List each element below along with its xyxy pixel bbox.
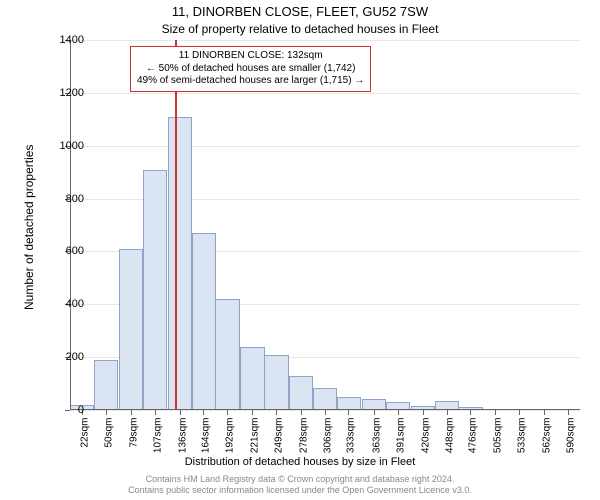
- histogram-chart: 11, DINORBEN CLOSE, FLEET, GU52 7SW Size…: [0, 0, 600, 500]
- highlight-line: [175, 40, 177, 410]
- chart-footer: Contains HM Land Registry data © Crown c…: [0, 474, 600, 496]
- x-tick-label: 533sqm: [517, 418, 528, 478]
- x-tick-mark: [348, 410, 349, 415]
- histogram-bar: [119, 249, 143, 410]
- annotation-box: 11 DINORBEN CLOSE: 132sqm← 50% of detach…: [130, 46, 371, 92]
- x-tick-label: 590sqm: [566, 418, 577, 478]
- x-tick-label: 79sqm: [128, 418, 139, 478]
- histogram-bar: [289, 376, 313, 410]
- x-tick-label: 476sqm: [468, 418, 479, 478]
- x-tick-label: 448sqm: [444, 418, 455, 478]
- x-tick-label: 562sqm: [542, 418, 553, 478]
- x-tick-mark: [568, 410, 569, 415]
- x-tick-mark: [155, 410, 156, 415]
- x-axis-line: [70, 409, 580, 410]
- histogram-bar: [143, 170, 167, 411]
- x-tick-label: 249sqm: [274, 418, 285, 478]
- chart-title: 11, DINORBEN CLOSE, FLEET, GU52 7SW: [0, 4, 600, 19]
- histogram-bar: [168, 117, 192, 410]
- x-tick-mark: [519, 410, 520, 415]
- x-tick-label: 420sqm: [420, 418, 431, 478]
- gridline: [70, 40, 580, 41]
- annotation-line: ← 50% of detached houses are smaller (1,…: [137, 63, 364, 76]
- x-tick-mark: [131, 410, 132, 415]
- y-axis-label: Number of detached properties: [22, 145, 36, 310]
- x-tick-label: 164sqm: [201, 418, 212, 478]
- y-tick-label: 1200: [34, 87, 84, 99]
- footer-line-1: Contains HM Land Registry data © Crown c…: [0, 474, 600, 485]
- x-tick-label: 391sqm: [395, 418, 406, 478]
- x-tick-label: 333sqm: [346, 418, 357, 478]
- x-tick-mark: [180, 410, 181, 415]
- x-tick-label: 363sqm: [371, 418, 382, 478]
- x-tick-mark: [227, 410, 228, 415]
- x-tick-label: 192sqm: [225, 418, 236, 478]
- histogram-bar: [240, 347, 264, 410]
- footer-line-2: Contains public sector information licen…: [0, 485, 600, 496]
- x-tick-mark: [423, 410, 424, 415]
- y-tick-label: 800: [34, 193, 84, 205]
- x-tick-mark: [252, 410, 253, 415]
- x-tick-mark: [447, 410, 448, 415]
- x-tick-label: 22sqm: [79, 418, 90, 478]
- y-tick-label: 0: [34, 404, 84, 416]
- y-tick-label: 1400: [34, 34, 84, 46]
- histogram-bar: [94, 360, 118, 410]
- x-tick-mark: [106, 410, 107, 415]
- x-tick-mark: [203, 410, 204, 415]
- x-tick-label: 221sqm: [250, 418, 261, 478]
- x-tick-mark: [398, 410, 399, 415]
- x-tick-mark: [325, 410, 326, 415]
- x-tick-mark: [495, 410, 496, 415]
- gridline: [70, 93, 580, 94]
- x-tick-mark: [470, 410, 471, 415]
- y-tick-label: 600: [34, 245, 84, 257]
- annotation-line: 11 DINORBEN CLOSE: 132sqm: [137, 50, 364, 63]
- x-tick-label: 107sqm: [152, 418, 163, 478]
- histogram-bar: [313, 388, 337, 410]
- histogram-bar: [192, 233, 216, 410]
- histogram-bar: [264, 355, 288, 411]
- gridline: [70, 146, 580, 147]
- annotation-line: 49% of semi-detached houses are larger (…: [137, 75, 364, 88]
- plot-area: [70, 40, 580, 410]
- y-tick-label: 400: [34, 298, 84, 310]
- x-tick-mark: [301, 410, 302, 415]
- x-tick-label: 505sqm: [493, 418, 504, 478]
- x-tick-label: 136sqm: [177, 418, 188, 478]
- x-tick-label: 278sqm: [299, 418, 310, 478]
- chart-subtitle: Size of property relative to detached ho…: [0, 22, 600, 36]
- x-tick-label: 50sqm: [103, 418, 114, 478]
- x-tick-mark: [544, 410, 545, 415]
- y-tick-label: 200: [34, 351, 84, 363]
- histogram-bar: [215, 299, 239, 410]
- x-axis-label: Distribution of detached houses by size …: [0, 456, 600, 468]
- x-tick-mark: [276, 410, 277, 415]
- x-tick-label: 306sqm: [323, 418, 334, 478]
- y-tick-label: 1000: [34, 140, 84, 152]
- x-tick-mark: [374, 410, 375, 415]
